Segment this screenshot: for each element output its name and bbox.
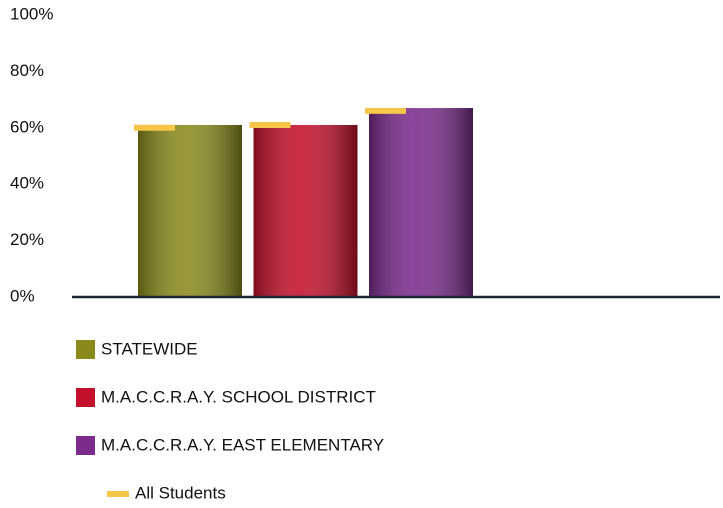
legend-label: STATEWIDE — [101, 339, 198, 358]
bar-shade — [369, 108, 473, 297]
legend-swatch — [76, 388, 95, 407]
y-tick-label: 100% — [10, 4, 53, 23]
legend-label: M.A.C.C.R.A.Y. SCHOOL DISTRICT — [101, 387, 376, 406]
y-tick-label: 0% — [10, 286, 35, 305]
bar-shade — [253, 124, 358, 297]
y-tick-label: 60% — [10, 117, 44, 136]
y-tick-label: 80% — [10, 61, 44, 80]
y-tick-label: 40% — [10, 174, 44, 193]
legend-swatch — [76, 436, 95, 455]
legend-label: All Students — [135, 483, 226, 502]
legend-label: M.A.C.C.R.A.Y. EAST ELEMENTARY — [101, 435, 384, 454]
bar-shade — [138, 124, 242, 297]
legend-swatch — [76, 340, 95, 359]
y-tick-label: 20% — [10, 230, 44, 249]
